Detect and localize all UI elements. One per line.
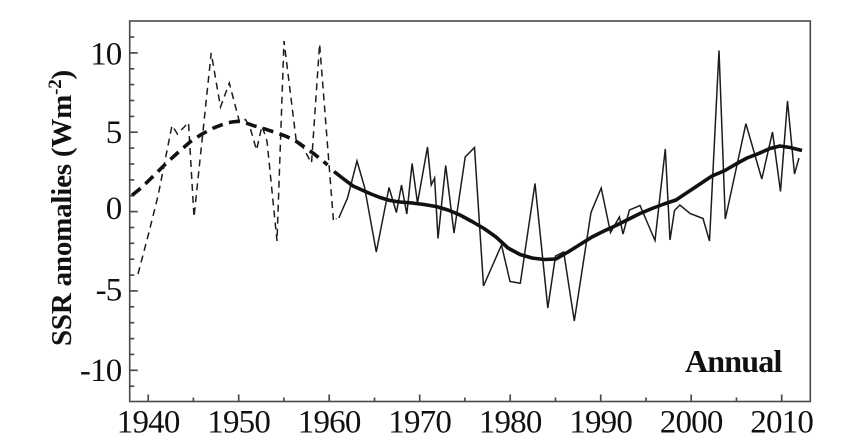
svg-text:1940: 1940 bbox=[117, 405, 180, 439]
svg-text:5: 5 bbox=[106, 115, 122, 151]
svg-text:1960: 1960 bbox=[298, 405, 361, 439]
svg-text:Annual: Annual bbox=[685, 343, 783, 379]
svg-text:1980: 1980 bbox=[479, 405, 542, 439]
svg-text:1970: 1970 bbox=[388, 405, 451, 439]
svg-text:2010: 2010 bbox=[750, 405, 813, 439]
svg-text:1950: 1950 bbox=[207, 405, 270, 439]
svg-text:-10: -10 bbox=[80, 353, 122, 389]
svg-text:10: 10 bbox=[90, 37, 122, 73]
svg-text:-5: -5 bbox=[96, 273, 122, 309]
svg-text:1990: 1990 bbox=[569, 405, 632, 439]
svg-text:2000: 2000 bbox=[660, 405, 723, 439]
svg-text:0: 0 bbox=[106, 191, 122, 227]
svg-text:SSR anomalies (Wm-2): SSR anomalies (Wm-2) bbox=[45, 70, 78, 346]
